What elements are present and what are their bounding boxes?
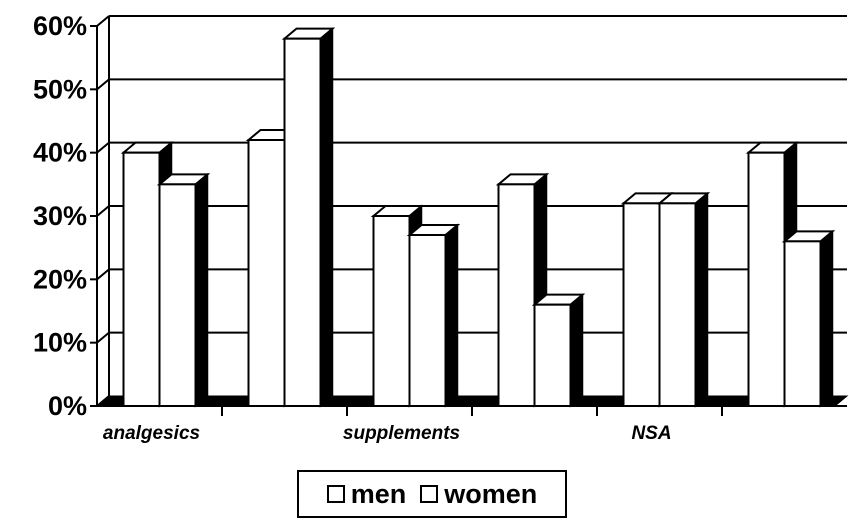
bar-front-face: [247, 139, 286, 407]
side-wall-line: [96, 331, 110, 344]
bar-side-face: [569, 293, 584, 408]
side-wall-line: [96, 268, 110, 281]
bar-side-face: [194, 172, 209, 408]
bar-front-face: [122, 151, 161, 407]
axes: [96, 16, 847, 407]
y-tick-label: 20%: [33, 264, 87, 294]
bar-front-face: [658, 202, 697, 407]
bars: [120, 27, 836, 408]
bar-front-face: [497, 183, 536, 407]
legend-label-women: women: [444, 478, 538, 509]
bar-women: [406, 223, 461, 408]
bar-women: [656, 191, 711, 408]
y-tick-label: 30%: [33, 201, 87, 231]
x-tick-label: analgesics: [103, 423, 200, 444]
bar-front-face: [747, 151, 786, 407]
bar-front-face: [283, 37, 322, 408]
legend-label-men: men: [350, 478, 407, 509]
x-axis-ticks: analgesics supplements NSA: [103, 406, 723, 444]
x-tick-label: NSA: [631, 423, 671, 444]
bar-chart: 0% 10% 20% 30% 40% 50% 60% analgesics supplemen…: [33, 11, 849, 444]
side-wall-line: [96, 205, 110, 217]
legend-swatch-women: [420, 485, 439, 503]
y-tick-label: 50%: [33, 74, 87, 104]
y-tick-label: 40%: [33, 138, 87, 168]
legend-item-men: men: [326, 478, 407, 510]
bar-front-face: [622, 202, 661, 407]
bar-side-face: [444, 223, 459, 408]
y-tick-label: 60%: [33, 11, 87, 41]
floor-plane: [95, 395, 849, 407]
bar-side-face: [319, 27, 334, 408]
bar-women: [781, 229, 836, 408]
y-tick-label: 10%: [33, 328, 87, 358]
bar-front-face: [783, 240, 822, 407]
y-tick-label: 0%: [48, 391, 87, 421]
x-tick-label: supplements: [343, 423, 460, 444]
side-wall-line: [96, 141, 110, 154]
bar-side-face: [694, 191, 709, 408]
y-axis-ticks: 0% 10% 20% 30% 40% 50% 60%: [33, 11, 97, 421]
bar-front-face: [372, 215, 411, 407]
bar-women: [531, 293, 586, 408]
bar-women: [156, 172, 211, 408]
bar-front-face: [533, 303, 572, 407]
legend-swatch-men: [326, 485, 345, 503]
bar-women: [281, 27, 336, 408]
legend-item-women: women: [420, 479, 537, 510]
legend: men women: [297, 470, 567, 518]
bar-side-face: [819, 229, 834, 408]
bar-front-face: [408, 234, 447, 407]
gridlines: [96, 15, 847, 407]
chart-floor: [95, 395, 849, 407]
side-wall-line: [96, 78, 110, 91]
bar-front-face: [158, 183, 197, 407]
side-wall-line: [96, 15, 110, 27]
